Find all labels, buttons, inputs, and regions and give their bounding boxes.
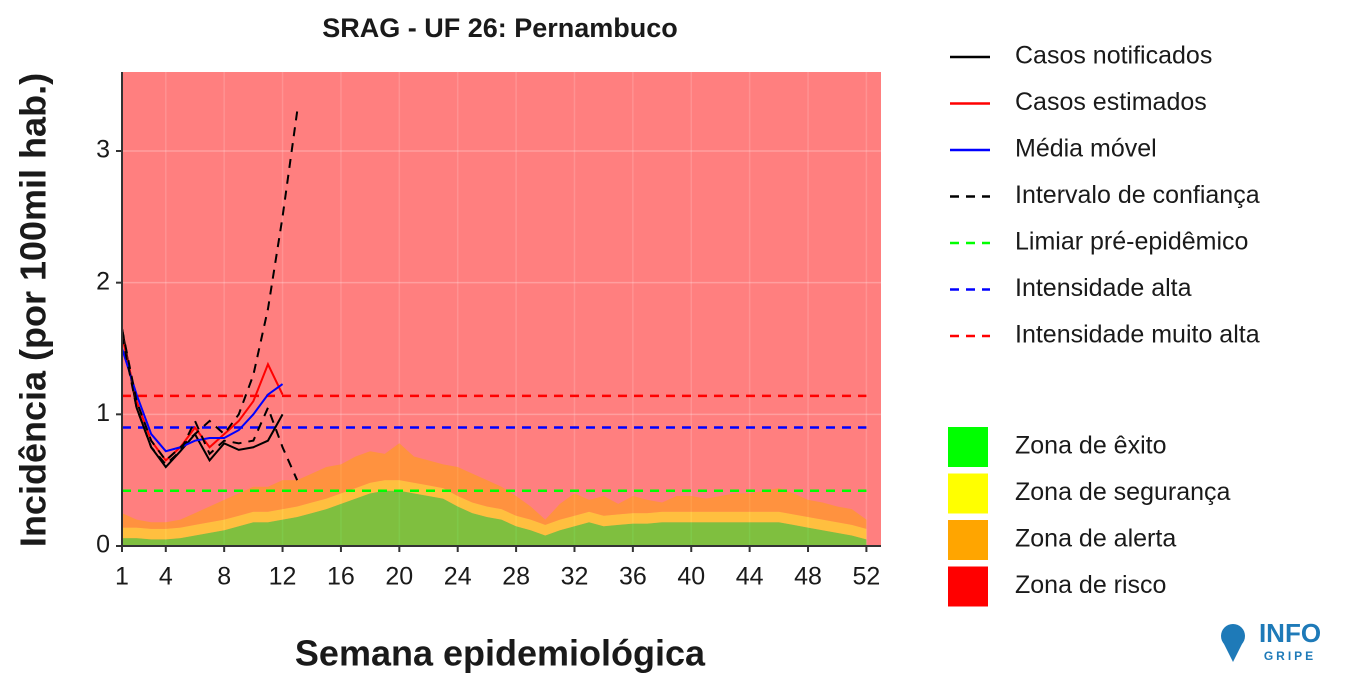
logo-subtext: GRIPE	[1264, 649, 1316, 663]
legend-label: Intensidade alta	[1015, 274, 1192, 302]
legend-label: Média móvel	[1015, 135, 1157, 163]
x-tick-label: 44	[736, 563, 764, 591]
legend-label: Intervalo de confiança	[1015, 181, 1260, 209]
zone-area	[122, 480, 867, 540]
zone-area	[122, 490, 867, 546]
x-tick-label: 4	[159, 563, 173, 591]
legend-label: Intensidade muito alta	[1015, 321, 1260, 349]
logo-pin-tip	[1223, 642, 1243, 662]
x-tick-label: 20	[385, 563, 413, 591]
x-tick-label: 28	[502, 563, 530, 591]
zone-area	[122, 443, 867, 529]
risk-zone	[122, 72, 881, 546]
y-tick-label: 0	[96, 531, 110, 559]
y-tick-label: 1	[96, 399, 110, 427]
legend-swatch	[948, 566, 988, 607]
x-tick-label: 36	[619, 563, 647, 591]
x-tick-label: 8	[217, 563, 231, 591]
x-tick-label: 48	[794, 563, 822, 591]
x-tick-label: 12	[269, 563, 297, 591]
series-line	[121, 111, 299, 462]
legend-label: Zona de alerta	[1015, 525, 1176, 553]
legend-label: Casos notificados	[1015, 42, 1212, 70]
legend-swatch	[948, 520, 988, 560]
series-line	[121, 335, 299, 481]
y-tick-label: 3	[96, 136, 110, 164]
series-line	[121, 328, 284, 469]
logo-text: INFO	[1259, 618, 1321, 648]
logo: INFO GRIPE	[1221, 618, 1321, 663]
x-axis-title: Semana epidemiológica	[295, 633, 706, 674]
x-tick-label: 32	[561, 563, 589, 591]
legend-label: Casos estimados	[1015, 88, 1207, 116]
legend-label: Zona de risco	[1015, 571, 1166, 599]
legend-swatch	[948, 473, 988, 514]
x-tick-label: 1	[115, 563, 129, 591]
legend-label: Zona de segurança	[1015, 478, 1231, 506]
x-tick-label: 52	[852, 563, 880, 591]
chart-title: SRAG - UF 26: Pernambuco	[322, 13, 678, 43]
y-axis-title: Incidência (por 100mil hab.)	[13, 73, 54, 547]
y-tick-label: 2	[96, 267, 110, 295]
x-tick-label: 40	[677, 563, 705, 591]
x-tick-label: 16	[327, 563, 355, 591]
legend-label: Zona de êxito	[1015, 432, 1167, 460]
legend-label: Limiar pré-epidêmico	[1015, 228, 1248, 256]
x-tick-label: 24	[444, 563, 472, 591]
legend-swatch	[948, 427, 988, 467]
legend: Casos notificados Casos estimados Média mó…	[948, 42, 1260, 607]
